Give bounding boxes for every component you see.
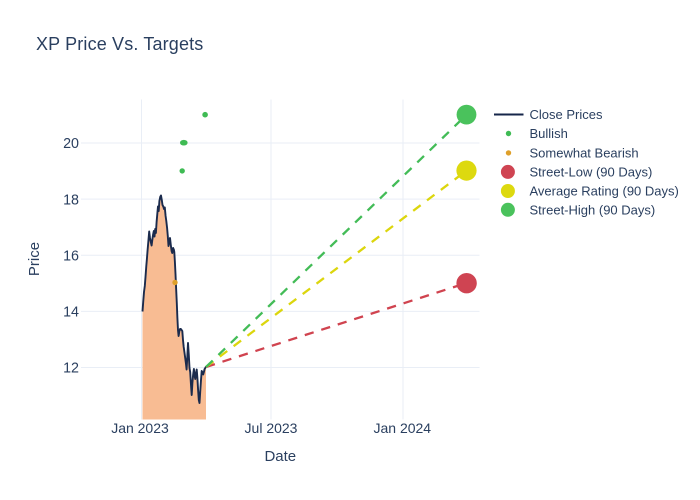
svg-text:Jan 2024: Jan 2024 (373, 420, 431, 436)
svg-text:16: 16 (63, 248, 79, 264)
svg-text:Somewhat Bearish: Somewhat Bearish (530, 145, 639, 160)
svg-text:Average Rating (90 Days): Average Rating (90 Days) (530, 184, 679, 199)
svg-text:18: 18 (63, 192, 79, 208)
svg-text:Price: Price (26, 242, 43, 276)
svg-text:Jan 2023: Jan 2023 (111, 420, 169, 436)
svg-text:Jul 2023: Jul 2023 (245, 420, 298, 436)
svg-text:20: 20 (63, 136, 79, 152)
svg-text:Date: Date (264, 448, 296, 465)
svg-text:Street-High (90 Days): Street-High (90 Days) (530, 202, 656, 217)
svg-text:Bullish: Bullish (530, 126, 568, 141)
svg-text:14: 14 (63, 305, 79, 321)
svg-text:Street-Low (90 Days): Street-Low (90 Days) (530, 164, 653, 179)
svg-text:XP Price Vs. Targets: XP Price Vs. Targets (36, 34, 203, 54)
svg-text:Close Prices: Close Prices (530, 107, 603, 122)
svg-text:12: 12 (63, 361, 79, 377)
